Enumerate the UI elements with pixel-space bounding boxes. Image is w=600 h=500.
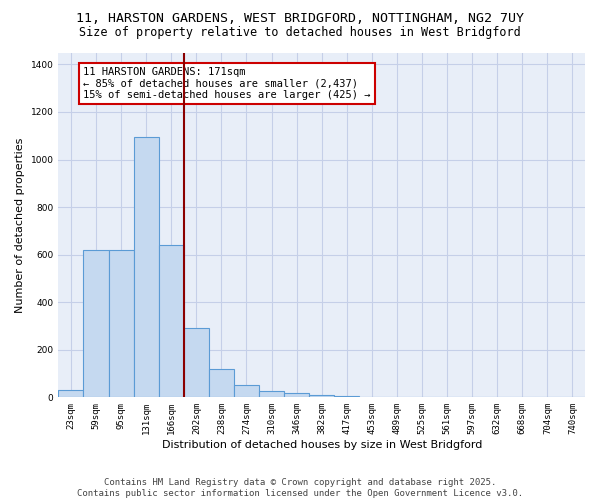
Y-axis label: Number of detached properties: Number of detached properties [15,137,25,312]
Bar [334,396,359,398]
Text: 11, HARSTON GARDENS, WEST BRIDGFORD, NOTTINGHAM, NG2 7UY: 11, HARSTON GARDENS, WEST BRIDGFORD, NOT… [76,12,524,26]
Bar [309,395,334,398]
Bar [83,250,109,398]
Bar [58,390,83,398]
X-axis label: Distribution of detached houses by size in West Bridgford: Distribution of detached houses by size … [161,440,482,450]
Bar [184,328,209,398]
Bar [109,250,134,398]
Bar [234,386,259,398]
Text: 11 HARSTON GARDENS: 171sqm
← 85% of detached houses are smaller (2,437)
15% of s: 11 HARSTON GARDENS: 171sqm ← 85% of deta… [83,67,371,100]
Bar [209,369,234,398]
Text: Contains HM Land Registry data © Crown copyright and database right 2025.
Contai: Contains HM Land Registry data © Crown c… [77,478,523,498]
Bar [134,137,159,398]
Bar [259,392,284,398]
Text: Size of property relative to detached houses in West Bridgford: Size of property relative to detached ho… [79,26,521,39]
Bar [159,245,184,398]
Bar [284,392,309,398]
